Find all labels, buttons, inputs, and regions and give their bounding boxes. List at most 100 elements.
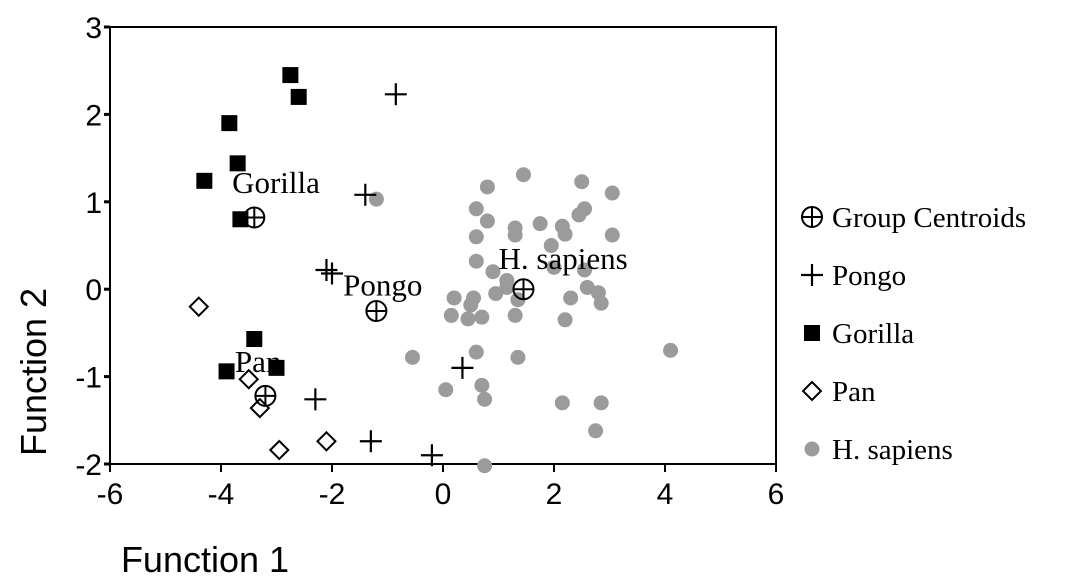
gorilla-point [229,155,246,172]
h-sapiens-point [479,179,495,195]
h-sapiens-point [474,377,490,393]
h-sapiens-point [554,395,570,411]
pongo-point [384,83,407,106]
group-centroids-point [243,206,266,229]
h-sapiens-point [468,253,484,269]
y-tick-label: 0 [85,274,102,307]
group-label: Pongo [343,267,422,302]
pan-point [268,439,290,461]
legend-label: Group Centroids [832,202,1026,234]
x-axis-title: Function 1 [121,539,289,580]
group-label: Pan [235,344,282,379]
x-tick-label: 0 [435,478,452,511]
h-sapiens-point [474,309,490,325]
h-sapiens-point [579,279,595,295]
legend-label: Gorilla [832,318,914,350]
h-sapiens-point [479,213,495,229]
x-tick-label: -4 [208,478,235,511]
h-sapiens-point [499,279,515,295]
y-tick-label: -1 [75,362,102,395]
h-sapiens-point [477,458,493,474]
pan-point [188,296,210,318]
legend-marker [801,380,823,402]
group-label: H. sapiens [499,241,628,276]
group-label: Gorilla [232,165,320,200]
group-centroids-point [365,300,388,323]
h-sapiens-point [515,167,531,183]
plot-area-frame [109,26,777,465]
gorilla-point [268,359,285,376]
legend-label: Pongo [832,260,906,292]
h-sapiens-point [563,290,579,306]
legend-label: Pan [832,376,876,408]
h-sapiens-point [466,290,482,306]
pan-point [316,430,337,452]
pongo-point [321,262,343,285]
x-tick-label: -2 [319,478,346,511]
h-sapiens-point [577,262,593,278]
axis-ticks: -6 -4 -2 0 2 4 6 -2 -1 0 1 2 3 [75,12,784,511]
h-sapiens-point [507,227,523,243]
x-tick-label: 4 [657,478,674,511]
h-sapiens-point [477,391,493,407]
h-sapiens-point [468,201,484,217]
h-sapiens-point [546,259,562,275]
h-sapiens-point [468,344,484,360]
h-sapiens-point [663,342,679,358]
x-tick-label: 6 [768,478,785,511]
h-sapiens-point [604,227,620,243]
x-tick-label: -6 [97,478,124,511]
gorilla-point [221,115,238,132]
h-sapiens-point [593,295,609,311]
h-sapiens-point [438,382,454,398]
h-sapiens-point [460,311,476,327]
h-sapiens-point [532,216,548,232]
legend-marker [801,206,823,228]
pongo-point [315,258,338,281]
h-sapiens-point [468,229,484,245]
data-points [188,67,679,474]
h-sapiens-point [488,286,504,302]
h-sapiens-point [574,174,590,190]
y-tick-label: 2 [85,99,102,132]
pan-point [238,368,260,390]
pongo-point [359,430,382,453]
gorilla-point [290,88,307,105]
legend-label: H. sapiens [832,434,953,466]
pongo-point [420,444,443,467]
h-sapiens-point [543,238,559,253]
pongo-point [354,183,377,206]
h-sapiens-point [510,349,526,365]
h-sapiens-point [593,395,609,411]
h-sapiens-point [604,185,620,201]
h-sapiens-point [577,201,593,217]
y-tick-label: 3 [85,12,102,45]
h-sapiens-point [507,307,523,323]
group-labels: Gorilla Pongo H. sapiens Pan [232,165,628,379]
h-sapiens-point [557,226,573,242]
pongo-point [304,388,327,411]
h-sapiens-point [404,349,420,365]
pongo-point [451,356,474,379]
h-sapiens-point [510,292,526,308]
group-centroids-point [512,278,535,301]
gorilla-point [246,331,263,348]
gorilla-point [282,67,299,84]
h-sapiens-point [485,264,501,280]
gorilla-point [196,172,213,189]
legend-marker [801,264,823,286]
h-sapiens-point [588,423,604,439]
y-axis-title: Function 2 [13,288,54,456]
gorilla-point [218,363,235,380]
group-centroids-point [254,384,277,407]
y-tick-label: -2 [75,449,102,482]
h-sapiens-point [557,312,573,328]
h-sapiens-point [443,307,459,323]
h-sapiens-point [446,290,462,306]
y-tick-label: 1 [85,187,102,220]
x-tick-label: 2 [546,478,563,511]
legend-marker [804,325,820,341]
legend: Group Centroids Pongo Gorilla Pan H. sapiens [801,202,1026,466]
legend-marker [804,441,820,457]
